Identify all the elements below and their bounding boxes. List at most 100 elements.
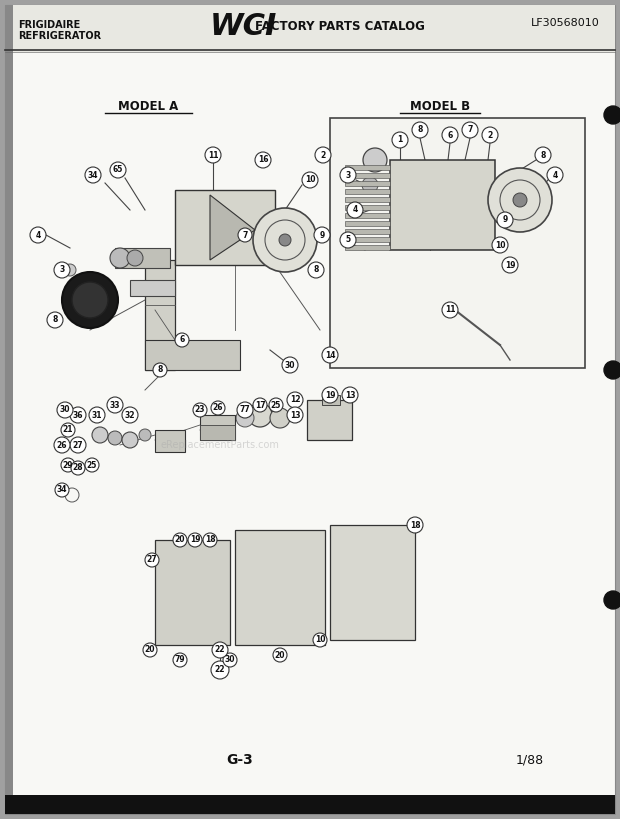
Text: 36: 36 <box>73 410 83 419</box>
Circle shape <box>30 227 46 243</box>
Circle shape <box>347 202 363 218</box>
Circle shape <box>153 363 167 377</box>
Text: 8: 8 <box>540 151 546 160</box>
Text: 18: 18 <box>205 536 215 545</box>
Text: 23: 23 <box>195 405 205 414</box>
Circle shape <box>193 403 207 417</box>
Circle shape <box>92 427 108 443</box>
Bar <box>345 245 390 250</box>
Text: 8: 8 <box>313 265 319 274</box>
Text: 79: 79 <box>175 655 185 664</box>
Text: FACTORY PARTS CATALOG: FACTORY PARTS CATALOG <box>255 20 425 33</box>
Text: MODEL B: MODEL B <box>410 100 470 113</box>
Text: 6: 6 <box>179 336 185 345</box>
Text: eReplacementParts.com: eReplacementParts.com <box>161 440 280 450</box>
Circle shape <box>302 172 318 188</box>
Circle shape <box>322 347 338 363</box>
Text: 4: 4 <box>352 206 358 215</box>
Bar <box>345 197 390 202</box>
Circle shape <box>57 402 73 418</box>
Text: 4: 4 <box>35 230 41 239</box>
Text: 25: 25 <box>87 460 97 469</box>
Bar <box>155 540 230 645</box>
Circle shape <box>313 633 327 647</box>
Circle shape <box>89 407 105 423</box>
Circle shape <box>442 127 458 143</box>
Circle shape <box>287 392 303 408</box>
Text: 3: 3 <box>345 170 351 179</box>
Circle shape <box>238 228 252 242</box>
Text: G-3: G-3 <box>227 753 254 767</box>
Text: MODEL A: MODEL A <box>118 100 178 113</box>
Bar <box>145 340 240 370</box>
Circle shape <box>492 237 508 253</box>
Circle shape <box>279 234 291 246</box>
Text: 22: 22 <box>215 645 225 654</box>
Text: 9: 9 <box>319 230 325 239</box>
Bar <box>235 530 325 645</box>
Text: 1: 1 <box>397 135 402 144</box>
Text: 22: 22 <box>215 666 225 675</box>
Text: FRIGIDAIRE: FRIGIDAIRE <box>18 20 80 30</box>
Text: 21: 21 <box>63 426 73 435</box>
Bar <box>307 400 352 440</box>
Bar <box>330 525 415 640</box>
Text: 31: 31 <box>92 410 102 419</box>
Circle shape <box>237 402 253 418</box>
Circle shape <box>173 533 187 547</box>
Text: 12: 12 <box>290 396 300 405</box>
Bar <box>345 189 390 194</box>
Circle shape <box>604 106 620 124</box>
Text: 8: 8 <box>157 365 162 374</box>
Text: 77: 77 <box>239 405 250 414</box>
Text: 10: 10 <box>305 175 315 184</box>
Text: 1/88: 1/88 <box>516 753 544 767</box>
Text: 19: 19 <box>325 391 335 400</box>
Circle shape <box>342 387 358 403</box>
Circle shape <box>407 517 423 533</box>
Circle shape <box>64 264 76 276</box>
Circle shape <box>54 437 70 453</box>
Polygon shape <box>210 195 255 260</box>
Circle shape <box>340 232 356 248</box>
Text: REFRIGERATOR: REFRIGERATOR <box>18 31 101 41</box>
Bar <box>130 280 175 296</box>
Circle shape <box>482 127 498 143</box>
Text: 10: 10 <box>315 636 326 645</box>
Circle shape <box>497 212 513 228</box>
Text: 3: 3 <box>60 265 64 274</box>
Text: 9: 9 <box>502 215 508 224</box>
Circle shape <box>314 227 330 243</box>
Circle shape <box>287 407 303 423</box>
Circle shape <box>107 397 123 413</box>
Circle shape <box>139 429 151 441</box>
Circle shape <box>547 167 563 183</box>
Circle shape <box>212 642 228 658</box>
Circle shape <box>122 432 138 448</box>
Text: 19: 19 <box>505 260 515 269</box>
Circle shape <box>110 248 130 268</box>
Circle shape <box>61 423 75 437</box>
Text: 27: 27 <box>147 555 157 564</box>
Circle shape <box>85 167 101 183</box>
Circle shape <box>253 398 267 412</box>
Text: 26: 26 <box>213 404 223 413</box>
Text: 27: 27 <box>73 441 83 450</box>
Circle shape <box>122 407 138 423</box>
Text: 2: 2 <box>321 151 326 160</box>
Circle shape <box>488 168 552 232</box>
Circle shape <box>54 262 70 278</box>
Bar <box>5 5 13 814</box>
Text: Defrost: Defrost <box>259 569 285 575</box>
Circle shape <box>255 152 271 168</box>
Bar <box>390 160 495 250</box>
Circle shape <box>270 408 290 428</box>
Circle shape <box>108 431 122 445</box>
Circle shape <box>340 167 356 183</box>
Text: 20: 20 <box>275 650 285 659</box>
Text: 4: 4 <box>552 170 557 179</box>
Circle shape <box>604 591 620 609</box>
Circle shape <box>110 162 126 178</box>
Text: 8: 8 <box>52 315 58 324</box>
Circle shape <box>203 533 217 547</box>
